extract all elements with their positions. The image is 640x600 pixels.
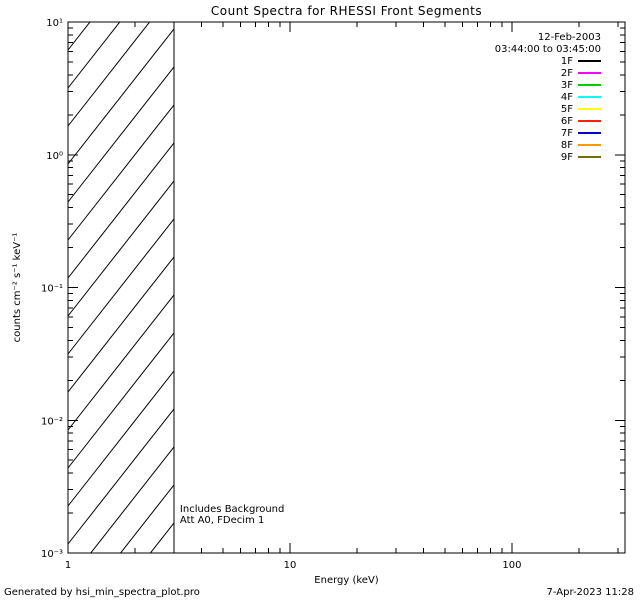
axis-labels: 1 10 100 10¹ 10⁰ 10⁻¹ 10⁻² 10⁻³	[41, 18, 522, 571]
hatch-line	[68, 294, 174, 431]
legend-entry-label-2F: 2F	[561, 68, 573, 79]
plot-frame	[67, 21, 626, 554]
hatch-line	[68, 104, 174, 241]
y-tick-label: 10⁻¹	[41, 284, 63, 295]
legend-time-range: 03:44:00 to 03:45:00	[495, 44, 601, 55]
hatched-region	[68, 0, 174, 553]
footer-generator: Generated by hsi_min_spectra_plot.pro	[4, 587, 200, 598]
axis-ticks	[67, 21, 625, 554]
legend-entry-label-1F: 1F	[561, 56, 573, 67]
hatch-line	[68, 22, 91, 51]
x-axis-label: Energy (keV)	[314, 575, 379, 586]
x-tick-label: 100	[502, 560, 521, 571]
legend-entry-label-6F: 6F	[561, 116, 573, 127]
y-tick-label: 10⁰	[46, 151, 63, 162]
chart-title: Count Spectra for RHESSI Front Segments	[210, 4, 483, 18]
hatch-line	[68, 66, 174, 203]
legend-entry-label-4F: 4F	[561, 92, 573, 103]
footer-datetime: 7-Apr-2023 11:28	[546, 587, 634, 598]
hatch-line	[68, 22, 121, 89]
hatch-line	[68, 180, 174, 317]
x-tick-label: 10	[284, 560, 297, 571]
legend-entry-label-8F: 8F	[561, 140, 573, 151]
hatch-line	[68, 218, 174, 355]
hatch-line	[68, 0, 174, 12]
hatch-line	[68, 22, 151, 127]
y-axis-label: counts cm⁻² s⁻¹ keV⁻¹	[12, 233, 23, 343]
annotation-line: Att A0, FDecim 1	[180, 515, 264, 526]
y-tick-label: 10¹	[46, 18, 63, 29]
annotation-line: Includes Background	[180, 504, 284, 515]
hatch-line	[68, 28, 174, 165]
legend-entry-label-7F: 7F	[561, 128, 573, 139]
hatch-line	[68, 256, 174, 393]
y-tick-label: 10⁻³	[41, 549, 63, 560]
hatch-line	[90, 446, 174, 553]
hatch-line	[68, 408, 174, 545]
legend-entry-label-5F: 5F	[561, 104, 573, 115]
legend-entry-label-9F: 9F	[561, 152, 573, 163]
hatch-line	[68, 142, 174, 279]
x-tick-label: 1	[65, 560, 71, 571]
legend-date: 12-Feb-2003	[538, 32, 601, 43]
y-tick-label: 10⁻²	[41, 416, 63, 427]
hatch-line	[68, 332, 174, 469]
legend-entry-label-3F: 3F	[561, 80, 573, 91]
hatch-line	[149, 522, 174, 553]
hatch-line	[68, 370, 174, 507]
